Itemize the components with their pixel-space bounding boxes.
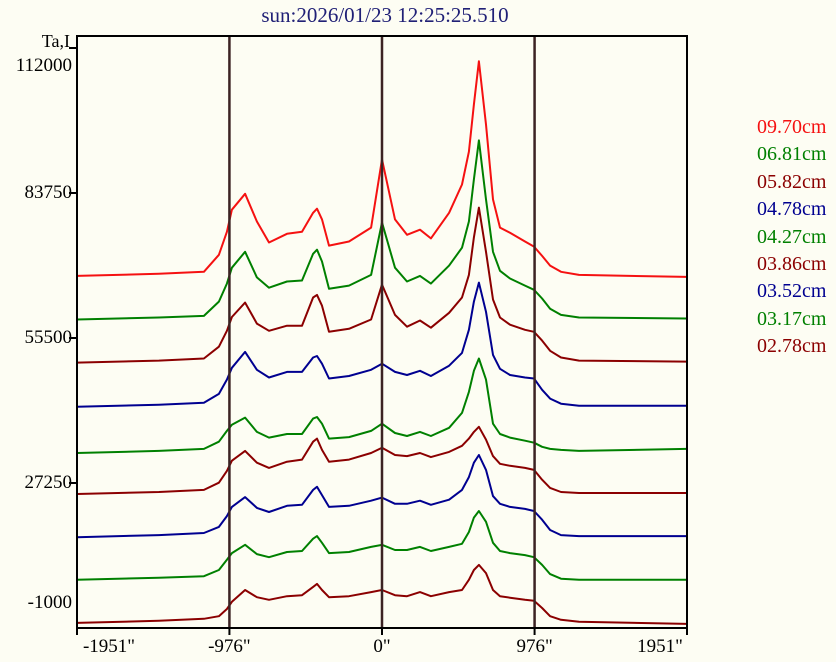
legend-entry: 03.17cm [757,307,827,330]
legend-entry: 03.86cm [757,253,827,276]
legend-entry: 03.52cm [757,280,827,303]
scan-curve-02.78cm [76,563,687,625]
scan-curve-04.27cm [76,357,687,454]
scan-curve-05.82cm [76,206,687,364]
x-tick-label: -976" [208,636,251,657]
legend-entry: 04.27cm [757,225,827,248]
y-tick-label: 83750 [24,182,73,203]
y-tick-label: 55500 [24,327,73,348]
scan-curve-03.86cm [76,425,687,495]
x-tick-label: -1951" [82,636,136,657]
chart-title: sun:2026/01/23 12:25:25.510 [261,3,509,27]
y-tick-label: 27250 [24,472,73,493]
y-tick-label: 112000 [15,55,72,76]
scan-curve-03.17cm [76,510,687,581]
wavelength-legend: 09.70cm 06.81cm 05.82cm 04.78cm 04.27cm 03.86… [757,114,836,361]
x-tick-label: 976" [516,636,553,657]
y-axis-label: Ta,I [41,31,70,51]
legend-entry: 05.82cm [757,170,827,193]
legend-entry: 06.81cm [757,143,827,166]
scan-curve-04.78cm [76,281,687,408]
scan-curve-03.52cm [76,454,687,539]
legend-entry: 02.78cm [757,335,827,358]
legend-entry: 04.78cm [757,198,827,221]
scan-curve-06.81cm [76,139,687,321]
legend-entry: 09.70cm [757,116,827,138]
y-tick-label: -1000 [27,592,72,613]
x-tick-label: 0" [373,636,391,657]
scan-curve-09.70cm [76,60,687,278]
x-tick-label: 1951" [637,636,683,657]
